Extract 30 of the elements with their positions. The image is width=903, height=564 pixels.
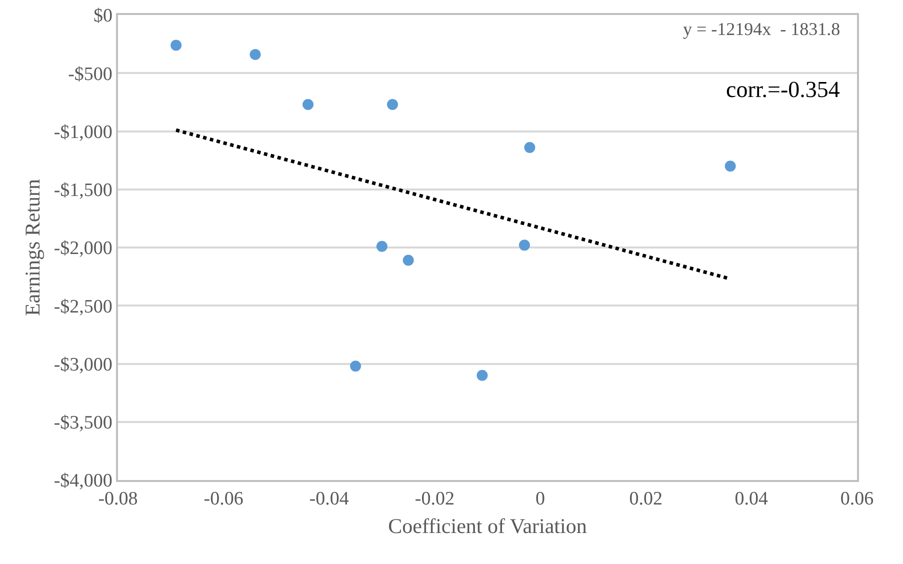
x-tick-label: -0.06: [204, 488, 244, 510]
point: [302, 99, 314, 110]
point: [250, 49, 261, 60]
y-tick-label: -$2,500: [54, 296, 112, 318]
point: [170, 40, 182, 51]
y-tick-label: -$1,500: [54, 180, 112, 202]
annotation: y = -12194x - 1831.8: [683, 19, 840, 39]
x-axis-title: Coefficient of Variation: [388, 514, 588, 538]
point: [376, 240, 388, 252]
y-axis-title: Earnings Return: [20, 178, 45, 316]
x-tick-label: 0.04: [734, 488, 769, 510]
y-tick-label: -$1,000: [54, 122, 112, 143]
x-tick-label: 0.06: [840, 488, 874, 510]
x-tick-label: 0.02: [629, 488, 662, 510]
point: [402, 254, 414, 266]
point: [386, 99, 398, 110]
point: [524, 142, 536, 154]
y-tick-label: $0: [93, 6, 112, 27]
x-tick-label: -0.02: [414, 488, 454, 510]
annotation: corr.=-0.354: [726, 77, 840, 102]
y-tick-label: -$3,500: [54, 412, 112, 434]
x-tick-label: -0.04: [309, 488, 350, 510]
x-tick-label: 0: [536, 488, 546, 510]
point: [476, 370, 488, 381]
point: [350, 360, 362, 372]
y-tick-label: -$2,000: [54, 238, 112, 260]
point: [518, 240, 530, 251]
y-tick-label: -$3,000: [54, 354, 112, 376]
point: [724, 160, 736, 172]
y-tick-label: -$500: [68, 64, 112, 85]
